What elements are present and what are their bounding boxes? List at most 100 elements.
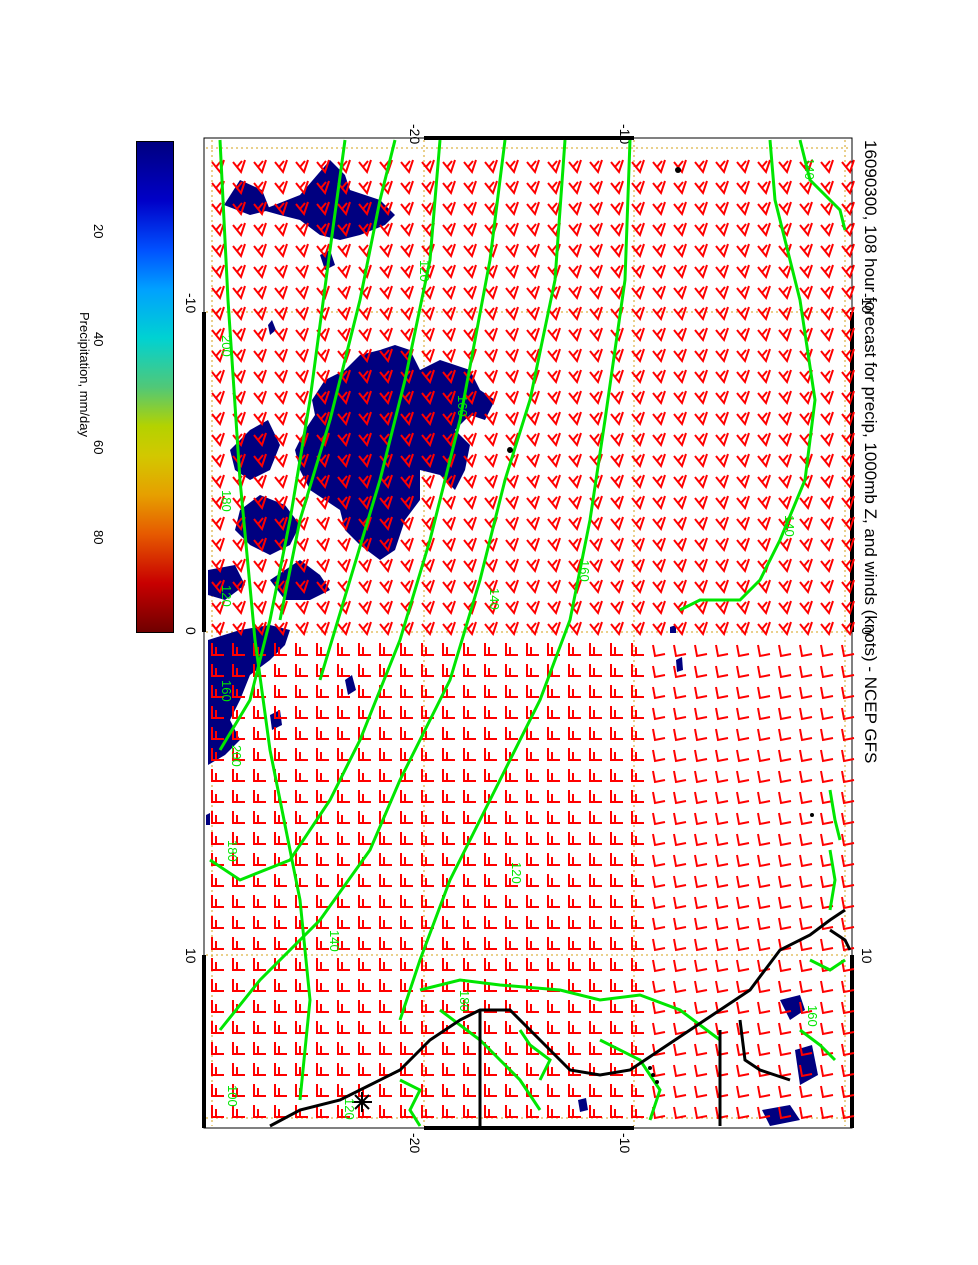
precip-colorbar <box>136 141 174 633</box>
wind-barb <box>694 665 708 679</box>
wind-barb <box>757 686 771 700</box>
wind-barb <box>841 537 855 553</box>
wind-barb <box>484 643 497 656</box>
wind-barb <box>253 432 267 448</box>
wind-barb <box>757 579 771 595</box>
wind-barb <box>715 749 729 763</box>
wind-barb <box>211 390 225 406</box>
wind-barb <box>547 769 560 782</box>
wind-barb <box>274 1021 287 1034</box>
wind-barb <box>463 264 477 280</box>
wind-barb <box>379 390 393 406</box>
wind-barb <box>484 895 497 908</box>
wind-barb <box>274 432 288 448</box>
wind-barb <box>358 811 371 824</box>
wind-barb <box>610 432 624 448</box>
wind-barb <box>757 875 771 889</box>
wind-barb <box>253 243 267 259</box>
wind-barb <box>820 791 834 805</box>
wind-barb <box>358 579 372 595</box>
wind-barb <box>442 222 456 238</box>
wind-barb <box>379 201 393 217</box>
wind-barb <box>673 1085 687 1099</box>
wind-barb <box>673 516 687 532</box>
wind-barb <box>379 306 393 322</box>
top-tick-minus10: -10 <box>617 124 633 144</box>
wind-barb <box>421 453 435 469</box>
wind-barb <box>484 706 497 719</box>
wind-barb <box>505 769 518 782</box>
contour-label: 120 <box>509 862 524 884</box>
wind-barb <box>799 959 813 973</box>
wind-barb <box>778 621 792 637</box>
wind-barb <box>316 222 330 238</box>
wind-barb <box>841 558 855 574</box>
wind-barb <box>631 264 645 280</box>
wind-barb <box>547 916 560 929</box>
wind-barb <box>484 664 497 677</box>
wind-barb <box>463 558 477 574</box>
wind-barb <box>211 495 225 511</box>
wind-barb <box>211 1000 224 1013</box>
left-tick-minus10: -10 <box>183 293 199 313</box>
wind-barb <box>631 1105 644 1118</box>
wind-barb <box>673 285 687 301</box>
wind-barb <box>589 874 602 887</box>
contour-label: 120 <box>219 585 234 607</box>
wind-barb <box>484 495 498 511</box>
wind-barb <box>442 432 456 448</box>
wind-barb <box>589 348 603 364</box>
wind-barb <box>505 327 519 343</box>
wind-barb <box>715 917 729 931</box>
wind-barb <box>799 770 813 784</box>
wind-barb <box>715 411 729 427</box>
wind-barb <box>253 222 267 238</box>
wind-barb <box>652 432 666 448</box>
wind-barb <box>379 600 393 616</box>
wind-barb <box>274 306 288 322</box>
wind-barb <box>631 516 645 532</box>
wind-barb <box>841 159 855 175</box>
wind-barb <box>820 938 834 952</box>
wind-barb <box>295 979 308 992</box>
wind-barb <box>715 558 729 574</box>
wind-barb <box>820 1085 834 1099</box>
wind-barb <box>673 728 687 742</box>
wind-barb <box>547 579 561 595</box>
wind-barb <box>694 875 708 889</box>
wind-barb <box>673 1022 687 1036</box>
wind-barb <box>295 621 309 637</box>
wind-barb <box>232 664 245 677</box>
wind-barb <box>505 159 519 175</box>
wind-barb <box>610 832 623 845</box>
wind-barb <box>820 453 834 469</box>
wind-barb <box>652 833 666 847</box>
wind-barb <box>526 832 539 845</box>
wind-barb <box>736 327 750 343</box>
wind-barb <box>589 769 602 782</box>
wind-barb <box>757 791 771 805</box>
wind-barb <box>253 474 267 490</box>
wind-barb <box>568 979 581 992</box>
wind-barb <box>568 937 581 950</box>
wind-barb <box>316 706 329 719</box>
right-tick-minus10: -10 <box>859 293 875 313</box>
wind-barb <box>610 895 623 908</box>
wind-barb <box>694 600 708 616</box>
wind-barb <box>232 895 245 908</box>
wind-barb <box>652 770 666 784</box>
wind-barb <box>631 1042 644 1055</box>
wind-barb <box>757 159 771 175</box>
wind-barb <box>652 516 666 532</box>
wind-barb <box>631 664 644 677</box>
wind-barb <box>589 1021 602 1034</box>
wind-barb <box>841 1043 855 1057</box>
wind-barb <box>463 222 477 238</box>
wind-barb <box>526 1000 539 1013</box>
wind-barb <box>547 474 561 490</box>
wind-barb <box>484 600 498 616</box>
wind-barb <box>253 916 266 929</box>
wind-barb <box>757 201 771 217</box>
wind-barb <box>505 264 519 280</box>
wind-barb <box>757 938 771 952</box>
